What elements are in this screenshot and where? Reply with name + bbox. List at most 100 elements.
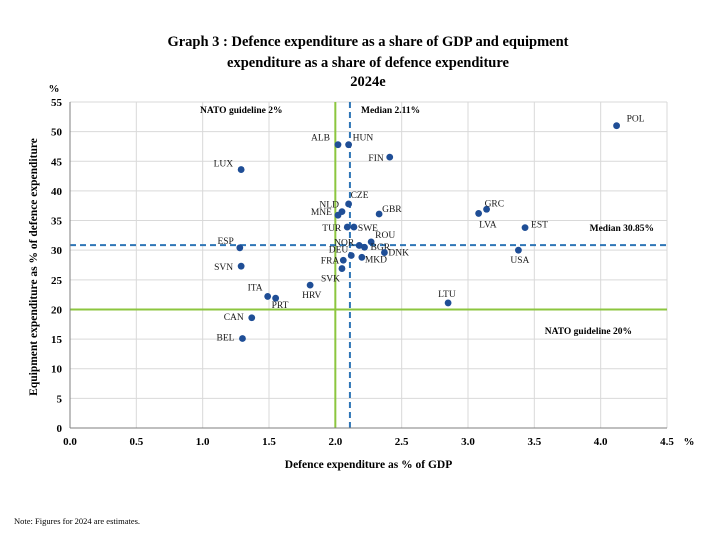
data-point-pol xyxy=(613,122,620,130)
x-tick-label: 3.0 xyxy=(461,436,475,448)
data-point-swe xyxy=(350,223,358,231)
data-point-mne xyxy=(334,211,342,219)
data-point-fra xyxy=(339,256,347,264)
x-tick-label: 3.5 xyxy=(527,436,541,448)
y-tick-label: 50 xyxy=(51,127,63,139)
point-label-mkd: MKD xyxy=(365,255,387,265)
point-label-fra: FRA xyxy=(321,256,340,266)
data-point-cze xyxy=(345,200,352,208)
data-point-ita xyxy=(264,293,272,300)
x-tick-label: 1.5 xyxy=(262,436,276,448)
point-label-hun: HUN xyxy=(353,134,374,144)
chart-title-line: expenditure as a share of defence expend… xyxy=(227,55,509,71)
data-point-grc xyxy=(483,205,490,213)
x-tick-label: 2.5 xyxy=(395,436,409,448)
point-label-svn: SVN xyxy=(214,263,233,273)
y-tick-label: 15 xyxy=(51,334,63,346)
x-tick-label: 0.5 xyxy=(129,436,143,448)
data-point-rou xyxy=(367,238,375,246)
data-point-dnk xyxy=(381,249,388,256)
point-label-cze: CZE xyxy=(351,191,369,201)
footnote: Note: Figures for 2024 are estimates. xyxy=(14,516,141,526)
point-label-alb: ALB xyxy=(311,134,330,144)
point-label-est: EST xyxy=(531,221,548,231)
y-tick-label: 10 xyxy=(51,364,63,376)
data-point-can xyxy=(248,314,256,322)
point-label-lux: LUX xyxy=(214,160,234,170)
point-label-deu: DEU xyxy=(329,246,349,256)
point-label-dnk: DNK xyxy=(388,249,409,259)
point-label-svk: SVK xyxy=(321,275,340,285)
x-tick-label: 2.0 xyxy=(328,436,342,448)
chart-title-line: 2024e xyxy=(350,74,386,90)
data-point-mkd xyxy=(358,253,366,261)
data-point-hun xyxy=(345,141,352,149)
axes: 0.0 0.5 1.0 1.5 2.0 2.5 3.0 3.5 4.0 4.5 0 5 10 15 20 25… xyxy=(28,83,695,471)
y-tick-label: 0 xyxy=(57,423,63,435)
chart-title-line: Graph 3 : Defence expenditure as a share… xyxy=(167,34,568,50)
reference-line-label: NATO guideline 2% xyxy=(200,106,283,116)
point-label-pol: POL xyxy=(627,115,645,125)
data-point-esp xyxy=(236,244,244,252)
chart-title: Graph 3 : Defence expenditure as a share… xyxy=(167,34,568,90)
y-tick-label: 45 xyxy=(51,156,63,168)
data-point-gbr xyxy=(375,210,383,218)
point-label-usa: USA xyxy=(510,256,529,266)
y-tick-label: 30 xyxy=(51,245,63,257)
data-point-ltu xyxy=(444,299,452,307)
data-point-deu xyxy=(347,252,355,259)
point-label-ltu: LTU xyxy=(438,290,456,300)
data-point-est xyxy=(521,224,529,232)
data-point-svk xyxy=(338,265,346,272)
data-point-lux xyxy=(237,166,245,173)
x-axis-title: Defence expenditure as % of GDP xyxy=(285,459,452,471)
point-label-mne: MNE xyxy=(311,208,332,218)
point-label-bgr: BGR xyxy=(371,243,391,253)
point-label-esp: ESP xyxy=(217,237,233,247)
reference-lines: NATO guideline 2% NATO guideline 20% Media… xyxy=(70,102,667,428)
data-point-bgr xyxy=(361,243,368,251)
reference-line-label: NATO guideline 20% xyxy=(545,327,632,337)
y-tick-label: 20 xyxy=(51,304,63,316)
point-label-tur: TUR xyxy=(322,224,342,234)
point-label-rou: ROU xyxy=(375,231,395,241)
y-unit-label: % xyxy=(49,83,60,95)
reference-line-label: Median 30.85% xyxy=(590,224,654,234)
y-tick-label: 5 xyxy=(57,393,63,405)
x-tick-label: 4.0 xyxy=(594,436,608,448)
point-label-prt: PRT xyxy=(272,301,289,311)
data-point-lva xyxy=(475,210,483,217)
point-label-bel: BEL xyxy=(217,333,235,343)
data-point-alb xyxy=(334,141,342,149)
data-point-usa xyxy=(515,246,522,254)
point-label-ita: ITA xyxy=(248,283,263,293)
x-tick-label: 0.0 xyxy=(63,436,77,448)
reference-line-label: Median 2.11% xyxy=(361,106,420,116)
x-tick-label: 1.0 xyxy=(196,436,210,448)
point-label-fin: FIN xyxy=(368,154,383,164)
x-tick-label: 4.5 xyxy=(660,436,674,448)
data-point-tur xyxy=(343,223,351,231)
y-tick-label: 25 xyxy=(51,275,63,287)
point-label-gbr: GBR xyxy=(382,205,402,215)
point-label-hrv: HRV xyxy=(302,291,321,301)
y-axis-title: Equipment expenditure as % of defence ex… xyxy=(28,138,40,396)
point-label-nld: NLD xyxy=(319,201,339,211)
y-tick-label: 55 xyxy=(51,97,63,109)
point-label-can: CAN xyxy=(224,313,244,323)
y-tick-label: 40 xyxy=(51,186,63,198)
data-point-nor xyxy=(355,242,363,249)
data-point-fin xyxy=(386,153,394,161)
data-point-svn xyxy=(237,262,245,270)
point-label-lva: LVA xyxy=(479,220,497,230)
point-label-swe: SWE xyxy=(358,224,378,234)
point-label-grc: GRC xyxy=(485,199,505,209)
point-label-nor: NOR xyxy=(334,238,355,248)
x-unit-label: % xyxy=(684,436,695,448)
data-point-prt xyxy=(272,294,280,302)
data-point-bel xyxy=(239,335,246,342)
data-point-hrv xyxy=(306,281,314,289)
y-tick-label: 35 xyxy=(51,216,63,228)
